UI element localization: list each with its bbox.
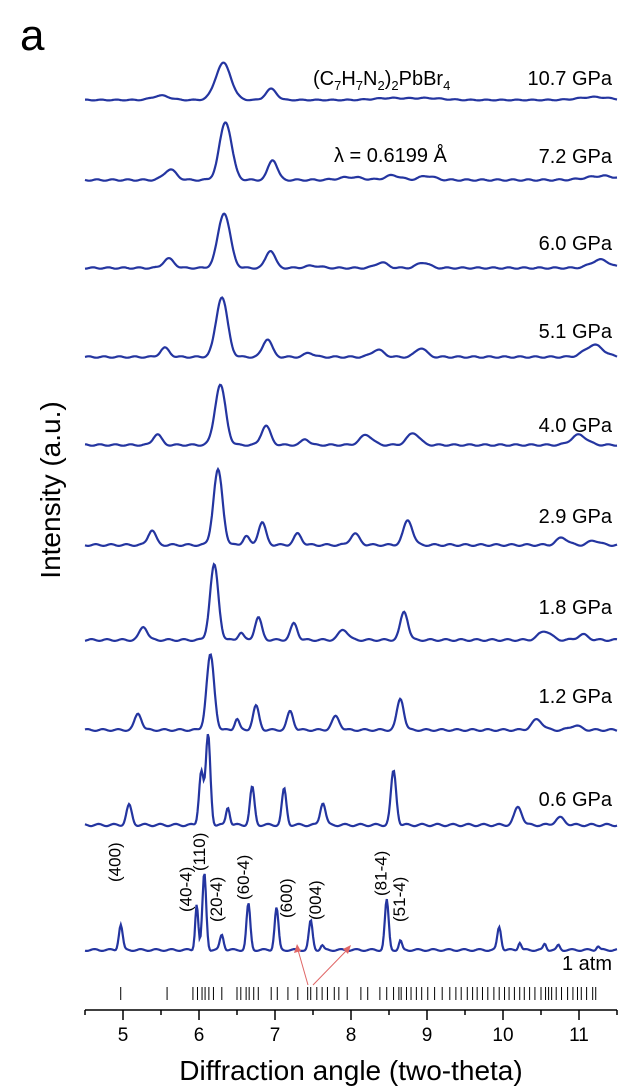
miller-index-label: (40-4) <box>176 867 195 912</box>
x-tick-marks: 5 6 7 8 9 10 11 <box>84 1010 618 1046</box>
reference-tick-marks <box>120 987 597 1000</box>
x-tick-label: 8 <box>346 1025 357 1046</box>
miller-index-label: (20-4) <box>207 877 226 922</box>
trace-1-8-gpa <box>84 562 618 643</box>
x-axis-label: Diffraction angle (two-theta) <box>179 1055 522 1086</box>
miller-index-label: (004) <box>306 880 325 920</box>
peak-arrows <box>294 944 351 986</box>
pressure-label: 7.2 GPa <box>539 146 613 168</box>
x-axis: 5 6 7 8 9 10 11 <box>84 987 618 1046</box>
pressure-label: 10.7 GPa <box>527 68 612 90</box>
miller-index-label: (110) <box>190 833 209 871</box>
pressure-label: 6.0 GPa <box>539 233 613 255</box>
miller-index-label: (60-4) <box>234 855 253 900</box>
trace-7-2-gpa <box>84 121 618 182</box>
pressure-label: 2.9 GPa <box>539 506 613 528</box>
x-tick-label: 6 <box>194 1025 205 1046</box>
x-tick-label: 10 <box>492 1025 513 1046</box>
diffraction-traces <box>84 61 618 953</box>
wavelength-annotation: λ = 0.6199 Å <box>334 144 448 167</box>
pressure-label: 1 atm <box>562 953 612 975</box>
miller-index-label: (400) <box>106 842 125 882</box>
trace-10-7-gpa <box>85 61 618 102</box>
miller-index-label: (81-4) <box>372 851 391 896</box>
arrow-004 <box>312 949 348 986</box>
pressure-label: 1.8 GPa <box>539 597 613 619</box>
arrow-600 <box>297 949 309 986</box>
trace-0-6-gpa <box>84 733 618 828</box>
x-tick-label: 11 <box>569 1025 589 1046</box>
trace-4-0-gpa <box>84 383 618 447</box>
arrow-004-head <box>343 945 351 954</box>
miller-index-label: (600) <box>277 878 296 918</box>
trace-2-9-gpa <box>84 466 618 548</box>
miller-index-label: (51-4) <box>390 877 409 922</box>
x-tick-label: 9 <box>422 1025 433 1046</box>
trace-5-1-gpa <box>84 296 618 359</box>
trace-1-2-gpa <box>84 653 618 733</box>
trace-6-0-gpa <box>84 212 618 270</box>
pressure-label: 0.6 GPa <box>539 789 613 811</box>
x-tick-label: 7 <box>270 1025 281 1046</box>
pressure-label: 5.1 GPa <box>539 321 613 343</box>
miller-index-labels: (400) (40-4)(110) (20-4) (60-4) (600) (004) (8… <box>106 833 409 922</box>
panel-label: a <box>20 11 45 60</box>
pressure-label: 4.0 GPa <box>539 415 613 437</box>
pressure-label: 1.2 GPa <box>539 686 613 708</box>
formula-annotation: (C7H7N2)2PbBr4 <box>313 68 450 93</box>
trace-1-atm <box>84 873 618 953</box>
x-tick-label: 5 <box>118 1025 129 1046</box>
y-axis-label: Intensity (a.u.) <box>35 401 66 578</box>
arrow-600-head <box>294 944 301 953</box>
pressure-labels: 10.7 GPa 7.2 GPa 6.0 GPa 5.1 GPa 4.0 GPa 2.9 … <box>527 68 612 975</box>
